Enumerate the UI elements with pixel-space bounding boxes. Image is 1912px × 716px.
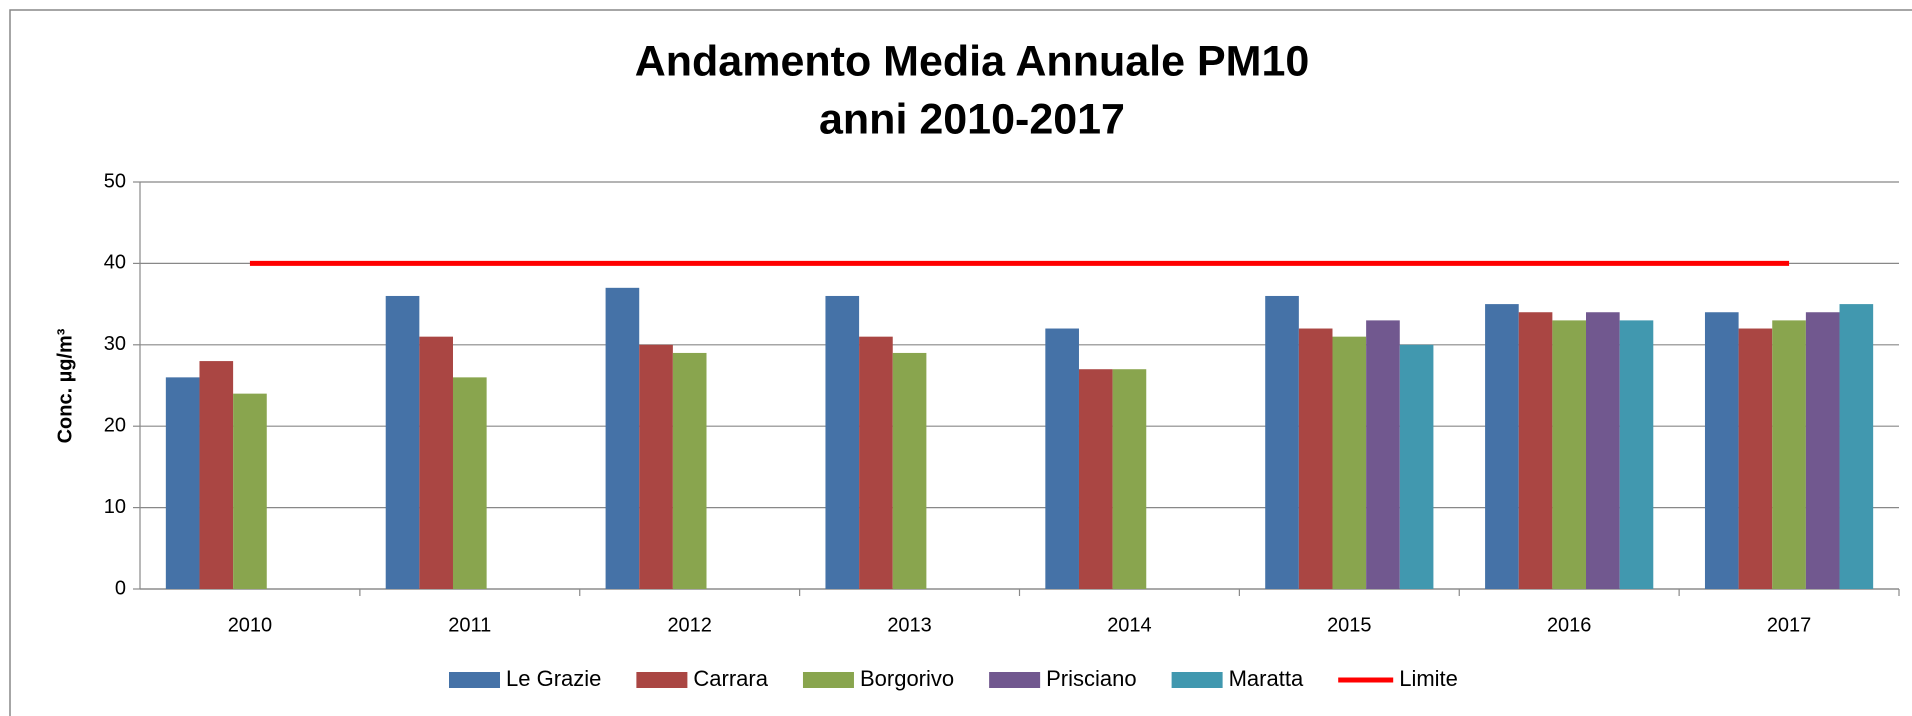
legend-swatch xyxy=(636,672,688,688)
y-tick-label: 0 xyxy=(115,577,126,599)
x-tick-label: 2014 xyxy=(1107,614,1152,636)
bar xyxy=(419,336,453,589)
bar xyxy=(1586,312,1620,589)
bar xyxy=(1045,328,1079,589)
bar xyxy=(233,393,267,589)
bar xyxy=(385,295,420,589)
bar xyxy=(1078,369,1113,589)
bar xyxy=(672,352,707,589)
legend-swatch xyxy=(449,672,500,688)
bar xyxy=(1332,336,1367,589)
bar xyxy=(1738,328,1773,589)
bar xyxy=(1265,295,1299,589)
bar xyxy=(825,295,860,589)
chart-subtitle: anni 2010-2017 xyxy=(819,95,1125,143)
bar xyxy=(605,287,640,589)
x-tick-label: 2012 xyxy=(667,614,712,636)
bar xyxy=(1552,320,1587,589)
chart-title: Andamento Media Annuale PM10 xyxy=(635,37,1310,85)
bar xyxy=(1619,320,1654,589)
x-tick-label: 2016 xyxy=(1547,614,1592,636)
bar xyxy=(859,336,893,589)
bar xyxy=(892,352,927,589)
legend-label: Maratta xyxy=(1229,666,1304,691)
bar xyxy=(165,377,200,589)
legend-label: Carrara xyxy=(693,666,768,691)
legend-swatch xyxy=(1171,672,1223,688)
bar xyxy=(1518,312,1553,589)
legend-label: Borgorivo xyxy=(860,666,954,691)
legend-label: Le Grazie xyxy=(506,666,601,691)
bar xyxy=(1839,304,1874,589)
bar xyxy=(1772,320,1806,589)
legend-swatch xyxy=(802,672,854,688)
bar xyxy=(452,377,487,589)
y-tick-label: 50 xyxy=(104,170,126,192)
x-tick-label: 2013 xyxy=(887,614,932,636)
bar xyxy=(1399,344,1434,589)
bar xyxy=(1704,312,1739,589)
x-tick-label: 2017 xyxy=(1767,614,1812,636)
bar xyxy=(639,344,673,589)
y-tick-label: 30 xyxy=(104,333,126,355)
x-tick-label: 2010 xyxy=(228,614,273,636)
bar xyxy=(199,361,234,589)
bar xyxy=(1485,304,1519,589)
x-tick-label: 2015 xyxy=(1327,614,1372,636)
bar xyxy=(1298,328,1333,589)
bar xyxy=(1112,369,1147,589)
y-tick-label: 20 xyxy=(104,414,126,436)
y-axis-label: Conc. µg/m³ xyxy=(54,328,76,443)
legend-label: Prisciano xyxy=(1046,666,1136,691)
x-tick-label: 2011 xyxy=(448,614,491,636)
bar xyxy=(1366,320,1400,589)
bar xyxy=(1805,312,1840,589)
y-tick-label: 10 xyxy=(104,496,126,518)
legend-label: Limite xyxy=(1399,666,1458,691)
y-tick-label: 40 xyxy=(104,252,126,274)
legend-swatch xyxy=(989,672,1041,688)
